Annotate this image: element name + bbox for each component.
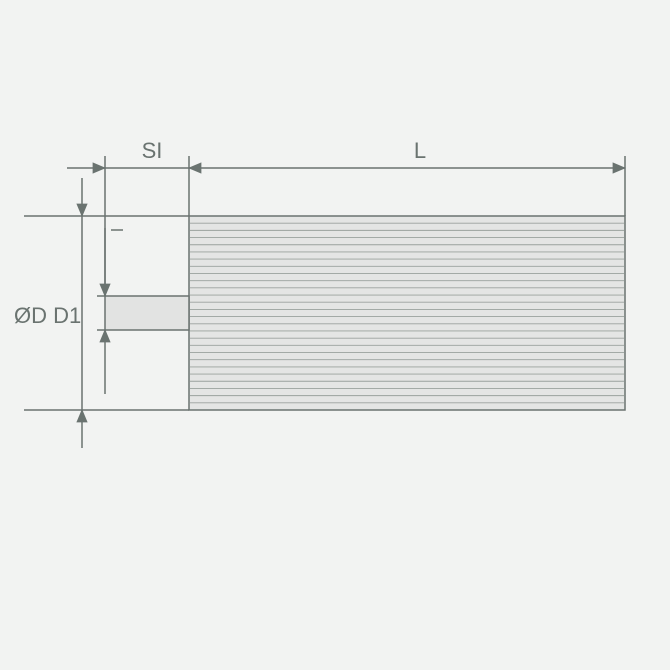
label-L: L — [414, 138, 426, 163]
label-SI: SI — [142, 138, 163, 163]
label-D: ØD D1 — [14, 303, 81, 328]
technical-drawing: L SI ØD D1 — [0, 0, 670, 670]
stub-shaft — [105, 296, 189, 330]
